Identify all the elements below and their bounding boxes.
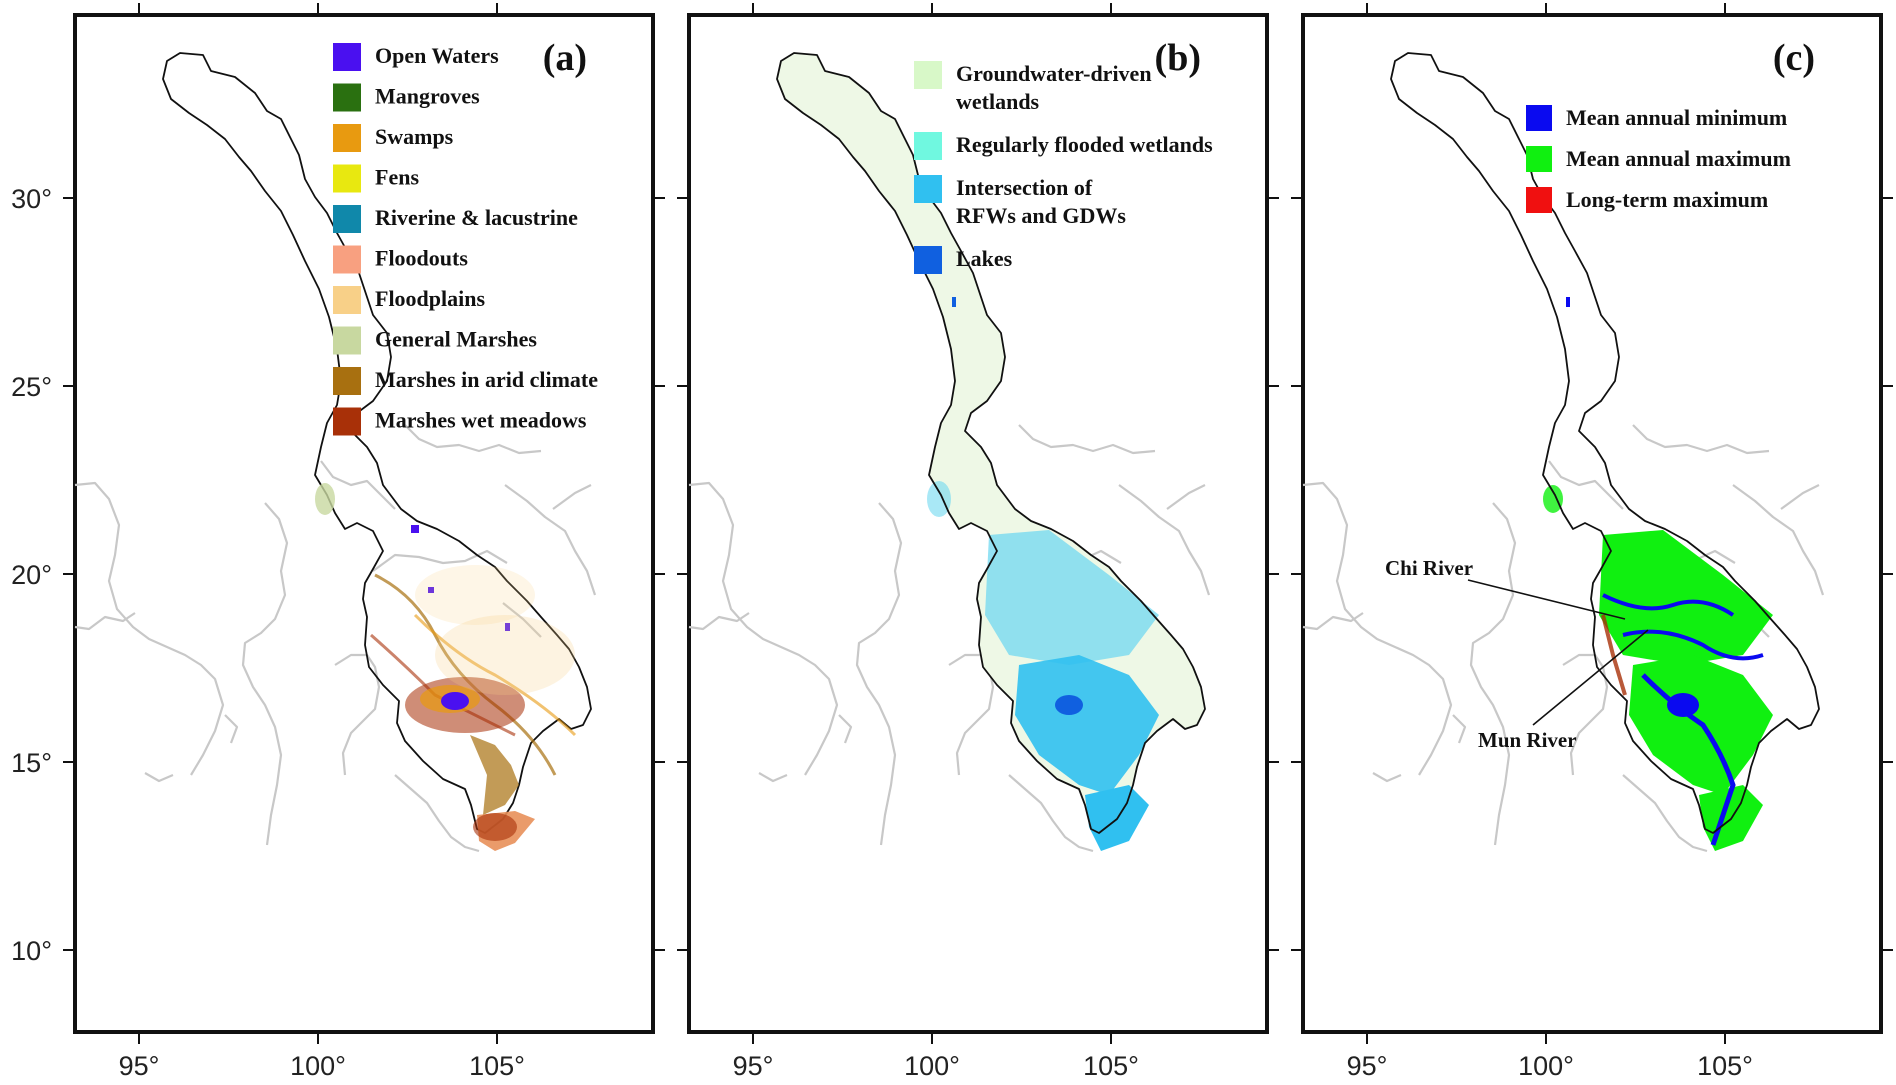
legend-item: Mean annual minimum: [1526, 105, 1787, 131]
legend-item: Mangroves: [333, 83, 480, 112]
legend-swatch: [1526, 146, 1552, 172]
x-tick-label: 105°: [1697, 1051, 1753, 1081]
legend-swatch: [1526, 187, 1552, 213]
legend-item: Mean annual maximum: [1526, 146, 1791, 172]
x-tick-label: 100°: [290, 1051, 346, 1081]
legend-c: Mean annual minimum Mean annual maximum Lo…: [1526, 105, 1791, 213]
y-tick-label: 20°: [11, 560, 52, 590]
legend-label: Intersection of: [956, 175, 1093, 200]
mun-river-leader: [1532, 629, 1649, 726]
x-tick-label: 105°: [1083, 1051, 1139, 1081]
y-tick-label: 15°: [11, 748, 52, 778]
legend-swatch: [914, 175, 942, 203]
legend-label: Groundwater-driven: [956, 61, 1152, 86]
legend-swatch: [1526, 105, 1552, 131]
legend-swatch: [914, 132, 942, 160]
legend-swatch: [914, 61, 942, 89]
x-tick-label: 95°: [119, 1051, 160, 1081]
legend-item: Riverine & lacustrine: [333, 205, 578, 233]
legend-swatch: [333, 367, 361, 395]
panel-b: Groundwater-driven wetlands Regularly floo…: [687, 13, 1269, 1034]
legend-item: Swamps: [333, 124, 454, 152]
legend-item: Regularly flooded wetlands: [914, 132, 1213, 160]
legend-label: Marshes in arid climate: [375, 367, 598, 392]
legend-label: General Marshes: [375, 327, 537, 352]
legend-item: Long-term maximum: [1526, 187, 1768, 213]
legend-label: wetlands: [956, 89, 1040, 114]
legend-swatch: [333, 245, 361, 274]
panel-label-c: (c): [1773, 37, 1815, 79]
wetland-map: [1543, 297, 1773, 851]
panel-frame: [1301, 13, 1883, 1034]
legend-item: Groundwater-driven wetlands: [914, 61, 1152, 114]
legend-swatch: [333, 326, 361, 355]
x-tick-label: 95°: [733, 1051, 774, 1081]
legend-b: Groundwater-driven wetlands Regularly floo…: [914, 61, 1213, 274]
legend-label: Open Waters: [375, 43, 499, 68]
panel-label-a: (a): [543, 37, 587, 79]
y-tick-label: 10°: [11, 936, 52, 966]
axis-ticks: 95° 100° 105° 30° 25° 20° 15° 10° 95° 100° 105° 95°…: [11, 3, 1893, 1081]
chi-river-leader: [1467, 579, 1626, 620]
mun-river-label: Mun River: [1478, 728, 1577, 752]
legend-label: Fens: [375, 165, 419, 190]
legend-label: Regularly flooded wetlands: [956, 132, 1213, 157]
x-tick-label: 100°: [1518, 1051, 1574, 1081]
panel-label-b: (b): [1155, 37, 1201, 79]
legend-label: Marshes wet meadows: [375, 408, 587, 433]
legend-item: Marshes in arid climate: [333, 367, 598, 395]
legend-label: Mangroves: [375, 84, 480, 109]
legend-label: Floodplains: [375, 286, 485, 311]
legend-label: Swamps: [375, 124, 454, 149]
legend-label: Lakes: [956, 246, 1013, 271]
legend-swatch: [914, 246, 942, 274]
legend-swatch: [333, 164, 361, 193]
y-tick-label: 25°: [11, 372, 52, 402]
x-tick-label: 95°: [1347, 1051, 1388, 1081]
legend-item: Open Waters: [333, 43, 499, 71]
legend-item: Marshes wet meadows: [333, 407, 587, 436]
panel-a: Open Waters Mangroves Swamps Fens Riverine &…: [73, 13, 655, 1034]
legend-swatch: [333, 286, 361, 314]
x-tick-label: 105°: [469, 1051, 525, 1081]
wetland-map: [315, 297, 577, 851]
legend-label: Mean annual maximum: [1566, 146, 1791, 171]
legend-item: Floodplains: [333, 286, 485, 314]
legend-label: RFWs and GDWs: [956, 203, 1126, 228]
legend-label: Mean annual minimum: [1566, 105, 1787, 130]
chi-river-label: Chi River: [1385, 556, 1473, 580]
legend-swatch: [333, 83, 361, 112]
panel-c: Mean annual minimum Mean annual maximum Lo…: [1301, 13, 1883, 1034]
legend-swatch: [333, 205, 361, 233]
legend-item: Floodouts: [333, 245, 468, 274]
y-tick-label: 30°: [11, 184, 52, 214]
legend-item: Intersection of RFWs and GDWs: [914, 175, 1126, 228]
panel-frame: [73, 13, 655, 1034]
legend-item: General Marshes: [333, 326, 537, 355]
wetland-map: [777, 53, 1205, 851]
legend-a: Open Waters Mangroves Swamps Fens Riverine &…: [333, 43, 598, 436]
legend-swatch: [333, 407, 361, 436]
legend-label: Floodouts: [375, 246, 468, 271]
legend-swatch: [333, 124, 361, 152]
legend-label: Long-term maximum: [1566, 187, 1768, 212]
legend-item: Fens: [333, 164, 419, 193]
x-tick-label: 100°: [904, 1051, 960, 1081]
legend-item: Lakes: [914, 246, 1013, 274]
legend-swatch: [333, 43, 361, 71]
legend-label: Riverine & lacustrine: [375, 205, 578, 230]
